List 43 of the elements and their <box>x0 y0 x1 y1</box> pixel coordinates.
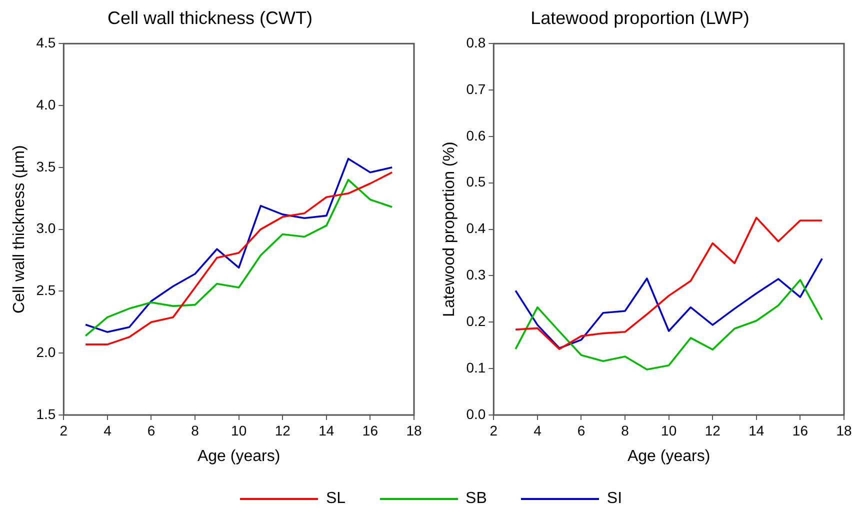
x-axis-title: Age (years) <box>627 448 710 465</box>
y-tick-label: 0.2 <box>466 313 486 330</box>
y-tick-label: 0.6 <box>466 127 486 144</box>
y-tick-label: 0.7 <box>466 80 486 97</box>
y-tick-label: 0.0 <box>466 406 486 422</box>
x-tick-label: 12 <box>704 422 721 438</box>
x-tick-label: 2 <box>60 422 68 438</box>
y-tick-label: 1.5 <box>36 406 56 422</box>
y-tick-label: 4.0 <box>36 96 56 112</box>
x-tick-label: 10 <box>661 422 677 438</box>
x-tick-label: 16 <box>792 422 808 438</box>
x-tick-label: 4 <box>534 422 542 438</box>
x-tick-label: 8 <box>191 422 200 438</box>
y-axis-title: Cell wall thickness (µm) <box>11 145 28 314</box>
x-tick-label: 6 <box>577 422 586 438</box>
x-tick-label: 18 <box>406 422 422 438</box>
y-tick-label: 3.5 <box>36 158 56 174</box>
y-axis-title: Latewood proportion (%) <box>441 142 458 317</box>
y-tick-label: 0.5 <box>466 174 486 190</box>
y-tick-label: 0.1 <box>466 359 486 376</box>
x-tick-label: 12 <box>274 422 291 438</box>
legend-label: SI <box>606 490 622 508</box>
x-tick-label: 16 <box>362 422 378 438</box>
x-tick-label: 8 <box>621 422 630 438</box>
y-tick-label: 3.0 <box>36 220 56 236</box>
x-tick-label: 10 <box>231 422 247 438</box>
chart-title: Cell wall thickness (CWT) <box>107 8 313 28</box>
legend-label: SL <box>326 490 346 508</box>
y-tick-label: 0.4 <box>466 220 486 236</box>
legend-label: SB <box>466 490 487 508</box>
x-tick-label: 14 <box>318 422 334 438</box>
x-tick-label: 6 <box>147 422 156 438</box>
y-tick-label: 4.5 <box>36 34 56 50</box>
x-tick-label: 14 <box>748 422 764 438</box>
y-tick-label: 0.8 <box>466 34 486 50</box>
y-tick-label: 2.0 <box>36 344 56 360</box>
x-tick-label: 4 <box>104 422 112 438</box>
y-tick-label: 2.5 <box>36 282 56 298</box>
x-tick-label: 2 <box>490 422 498 438</box>
y-tick-label: 0.3 <box>466 266 486 283</box>
chart-title: Latewood proportion (LWP) <box>530 8 750 28</box>
x-tick-label: 18 <box>836 422 852 438</box>
x-axis-title: Age (years) <box>197 448 280 465</box>
